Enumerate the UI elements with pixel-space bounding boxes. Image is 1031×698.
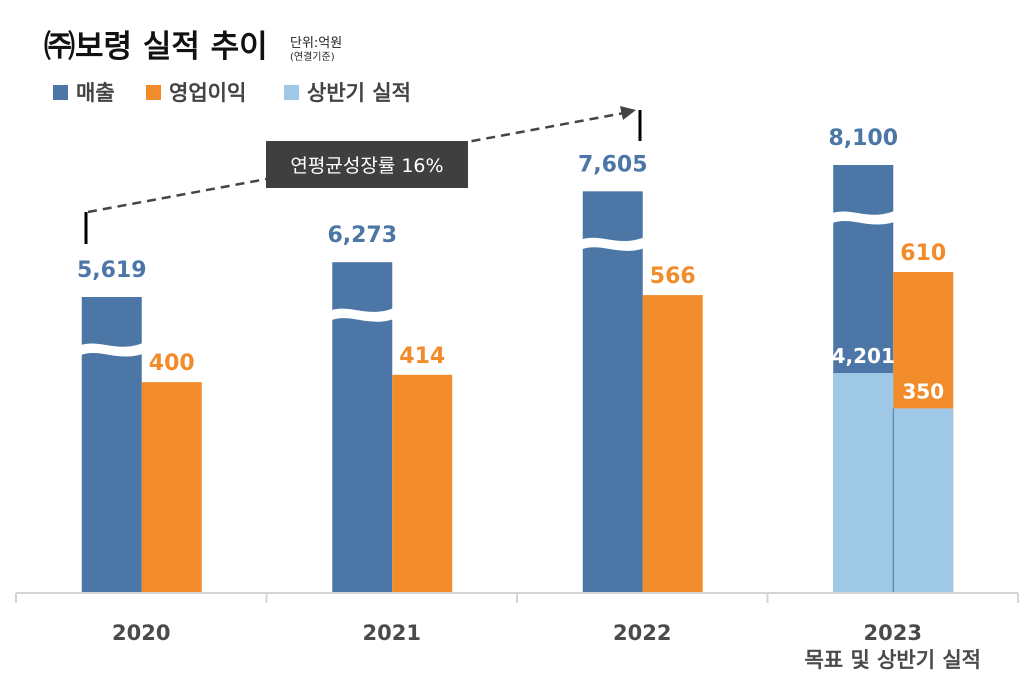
arrowhead-icon	[620, 106, 636, 120]
growth-annotation: 연평균성장률 16%	[84, 106, 642, 244]
bar-group-2020: 5,619 400	[77, 258, 202, 592]
bar-operating-profit-half-year-2023	[893, 408, 954, 592]
bar-group-2021: 6,273 414	[327, 223, 453, 592]
bar-group-2023: 4,201 350 8,100 610	[828, 126, 954, 592]
bar-operating-profit-2020	[141, 382, 202, 592]
axis-break-wave	[80, 343, 143, 357]
data-label-operating-profit-2023: 610	[900, 241, 946, 266]
legend-swatch-operating-profit	[146, 85, 161, 100]
bars: 5,619 400 6,273 414 7,605 566 4,201 350 8,100 610	[77, 126, 954, 592]
data-label-sales-2023: 8,100	[828, 126, 898, 151]
chart-title: ㈜보령 실적 추이	[44, 29, 268, 65]
data-label-sales-half-year-2023: 4,201	[832, 344, 895, 368]
unit-sublabel: (연결기준)	[290, 51, 335, 63]
data-label-operating-profit-2022: 566	[650, 264, 696, 289]
axis-break-wave	[832, 211, 895, 225]
data-label-sales-2020: 5,619	[77, 258, 147, 283]
axis-break-wave	[331, 308, 394, 322]
legend-label-sales: 매출	[76, 81, 115, 105]
annotation-text: 연평균성장률 16%	[290, 155, 443, 177]
unit-label: 단위:억원	[290, 36, 342, 51]
legend-swatch-half-year	[284, 85, 299, 100]
x-tick-label-2020: 2020	[112, 621, 170, 645]
legend: 매출 영업이익 상반기 실적	[53, 81, 411, 105]
data-label-sales-2022: 7,605	[578, 152, 648, 177]
legend-swatch-sales	[53, 85, 68, 100]
data-label-operating-profit-2020: 400	[149, 351, 195, 376]
bar-sales-2022	[582, 191, 643, 592]
annotation-box	[266, 141, 468, 188]
data-label-operating-profit-half-year-2023: 350	[902, 379, 944, 403]
legend-label-operating-profit: 영업이익	[169, 81, 246, 105]
bar-operating-profit-2022	[642, 295, 703, 592]
data-label-sales-2021: 6,273	[327, 223, 397, 248]
x-tick-sublabel-2023: 목표 및 상반기 실적	[805, 648, 982, 672]
bar-sales-2020	[81, 297, 142, 592]
x-tick-label-2023: 2023	[864, 621, 922, 645]
x-axis: 2020 2021 2022 2023 목표 및 상반기 실적	[15, 592, 1019, 672]
legend-label-half-year: 상반기 실적	[307, 81, 411, 105]
x-tick-label-2021: 2021	[363, 621, 421, 645]
data-label-operating-profit-2021: 414	[399, 344, 445, 369]
bar-group-2022: 7,605 566	[578, 152, 703, 592]
x-tick-label-2022: 2022	[613, 621, 671, 645]
bar-sales-half-year-2023	[833, 373, 894, 592]
axis-break-wave	[581, 237, 644, 251]
bar-operating-profit-2021	[392, 374, 453, 592]
